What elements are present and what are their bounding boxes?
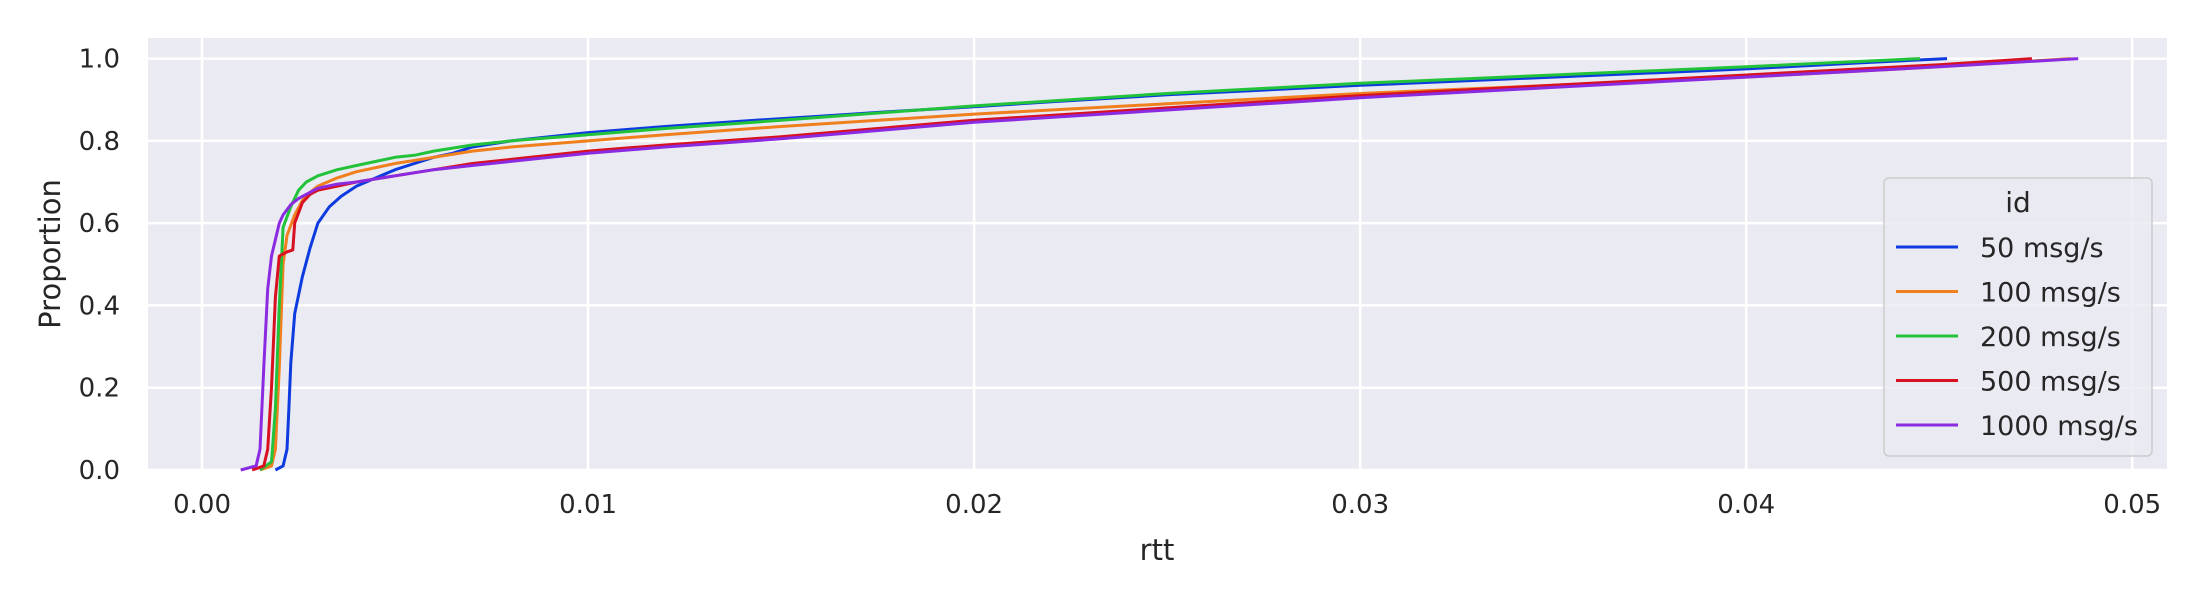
legend-label: 100 msg/s <box>1980 278 2121 309</box>
y-tick-label: 0.4 <box>79 291 120 321</box>
y-tick-label: 0.2 <box>79 374 120 404</box>
legend-label: 200 msg/s <box>1980 322 2121 353</box>
x-tick-label: 0.02 <box>945 490 1003 520</box>
series-line-2 <box>259 57 1920 472</box>
x-tick-label: 0.05 <box>2103 490 2161 520</box>
legend-label: 1000 msg/s <box>1980 411 2138 442</box>
y-tick-label: 0.6 <box>79 209 120 239</box>
y-tick-label: 0.8 <box>79 127 120 157</box>
legend: id 50 msg/s 100 msg/s 200 msg/s 500 msg/s 10… <box>1883 177 2153 457</box>
x-axis-label: rtt <box>1140 533 1175 567</box>
x-tick-label: 0.04 <box>1717 490 1775 520</box>
x-tick-label: 0.03 <box>1331 490 1389 520</box>
series-line-4 <box>240 57 2079 472</box>
legend-title: id <box>2005 186 2031 219</box>
x-tick-label: 0.01 <box>559 490 617 520</box>
x-tick-labels: 0.00 0.01 0.02 0.03 0.04 0.05 <box>173 490 2161 520</box>
legend-label: 500 msg/s <box>1980 367 2121 398</box>
legend-items: 50 msg/s 100 msg/s 200 msg/s 500 msg/s 1000 … <box>1896 233 2138 442</box>
series-line-1 <box>259 57 2071 472</box>
y-axis-label: Proportion <box>33 179 67 329</box>
plot-background <box>148 38 2167 470</box>
series-lines <box>240 57 2079 472</box>
y-tick-label: 1.0 <box>79 45 120 75</box>
legend-label: 50 msg/s <box>1980 233 2104 264</box>
y-tick-labels: 0.0 0.2 0.4 0.6 0.8 1.0 <box>79 45 120 486</box>
y-tick-label: 0.0 <box>79 456 120 486</box>
grid-lines <box>148 38 2167 472</box>
x-tick-label: 0.00 <box>173 490 231 520</box>
